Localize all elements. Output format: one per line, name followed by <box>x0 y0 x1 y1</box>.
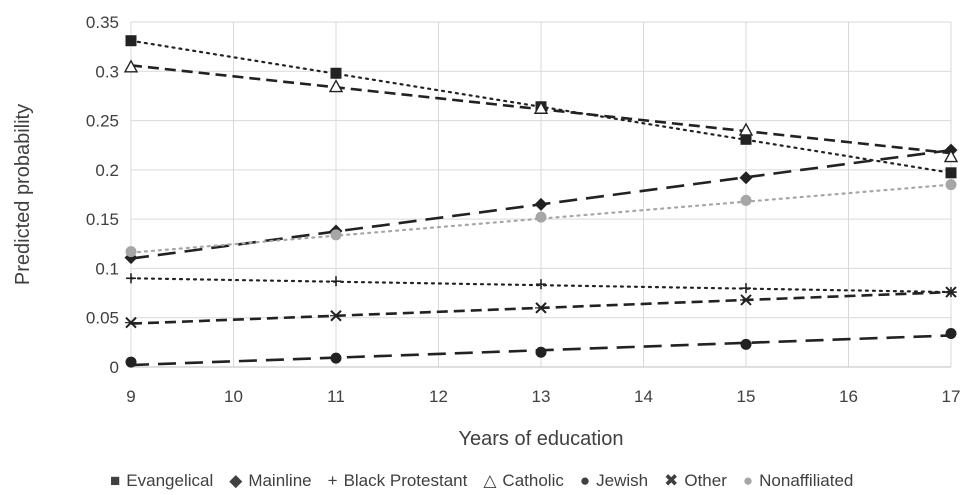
y-axis-ticks: 0 0.05 0.1 0.15 0.2 0.25 0.3 0.35 <box>86 13 119 377</box>
data-point-mainline <box>739 171 753 185</box>
x-tick-label: 17 <box>942 387 961 406</box>
data-point-jewish <box>330 352 342 364</box>
legend-item-black-protestant: + Black Protestant <box>328 471 468 490</box>
data-point-nonaffiliated <box>125 246 137 258</box>
data-point-mainline <box>124 251 138 265</box>
legend-symbol-mainline-icon: ◆ <box>229 471 243 490</box>
x-tick-label: 16 <box>839 387 858 406</box>
x-tick-label: 12 <box>429 387 448 406</box>
y-axis-title: Predicted probability <box>12 104 34 285</box>
data-point-catholic <box>738 122 754 136</box>
x-tick-label: 9 <box>126 387 135 406</box>
legend-item-other: ✖ Other <box>664 471 727 490</box>
data-point-evangelical <box>740 133 752 145</box>
data-point-nonaffiliated <box>945 179 957 191</box>
legend-label: Black Protestant <box>344 471 468 490</box>
data-point-black-protestant <box>741 283 751 294</box>
data-point-black-protestant <box>536 279 546 290</box>
legend-symbol-catholic-icon: △ <box>483 471 497 490</box>
legend-label: Nonaffiliated <box>759 471 853 490</box>
y-tick-label: 0 <box>110 358 119 377</box>
legend-label: Evangelical <box>126 471 213 490</box>
data-point-other <box>330 310 342 322</box>
legend-label: Mainline <box>248 471 311 490</box>
legend-item-nonaffiliated: ● Nonaffiliated <box>743 471 853 490</box>
data-point-black-protestant <box>331 276 341 287</box>
y-tick-label: 0.05 <box>86 309 119 328</box>
legend-symbol-other-icon: ✖ <box>664 471 678 490</box>
data-point-catholic <box>328 79 344 93</box>
legend-symbol-nonaffiliated-icon: ● <box>743 471 753 490</box>
data-point-other <box>740 294 752 306</box>
data-point-catholic <box>533 100 549 114</box>
legend-label: Catholic <box>502 471 564 490</box>
y-tick-label: 0.35 <box>86 13 119 32</box>
data-point-mainline <box>534 197 548 211</box>
x-tick-label: 14 <box>634 387 653 406</box>
data-point-evangelical <box>330 67 342 79</box>
legend-item-jewish: ● Jewish <box>580 471 648 490</box>
x-tick-label: 11 <box>327 387 345 406</box>
data-point-jewish <box>125 356 137 368</box>
legend-item-evangelical: ■ Evangelical <box>110 471 213 490</box>
data-markers <box>123 35 959 368</box>
data-point-evangelical <box>125 35 137 47</box>
legend-label: Other <box>684 471 727 490</box>
y-tick-label: 0.1 <box>95 259 119 278</box>
x-tick-label: 13 <box>532 387 551 406</box>
data-point-catholic <box>123 59 139 73</box>
legend-label: Jewish <box>596 471 648 490</box>
trend-line-nonaffiliated <box>129 183 953 254</box>
data-point-other <box>535 302 547 314</box>
legend-symbol-black-protestant-icon: + <box>328 471 338 490</box>
data-point-jewish <box>945 327 957 339</box>
y-tick-label: 0.2 <box>95 161 119 180</box>
x-axis-ticks: 9 10 11 12 13 14 15 16 17 <box>126 387 960 406</box>
data-point-jewish <box>740 338 752 350</box>
y-tick-label: 0.3 <box>95 62 119 81</box>
y-tick-label: 0.25 <box>86 112 119 131</box>
data-point-nonaffiliated <box>740 194 752 206</box>
gridlines <box>130 21 952 367</box>
legend-item-catholic: △ Catholic <box>483 471 564 490</box>
data-point-jewish <box>535 346 547 358</box>
legend-symbol-evangelical-icon: ■ <box>110 471 120 490</box>
data-point-nonaffiliated <box>535 211 547 223</box>
legend-symbol-jewish-icon: ● <box>580 471 590 490</box>
legend: ■ Evangelical ◆ Mainline + Black Protestant △ C… <box>110 471 853 490</box>
x-tick-label: 15 <box>737 387 756 406</box>
data-point-other <box>945 286 957 298</box>
data-point-other <box>125 316 137 329</box>
data-point-nonaffiliated <box>330 229 342 241</box>
x-axis-title: Years of education <box>459 428 624 450</box>
data-point-evangelical <box>945 167 957 179</box>
x-tick-label: 10 <box>224 387 243 406</box>
data-point-black-protestant <box>126 273 136 284</box>
data-point-catholic <box>943 149 959 163</box>
legend-item-mainline: ◆ Mainline <box>229 471 311 490</box>
y-tick-label: 0.15 <box>86 210 119 229</box>
